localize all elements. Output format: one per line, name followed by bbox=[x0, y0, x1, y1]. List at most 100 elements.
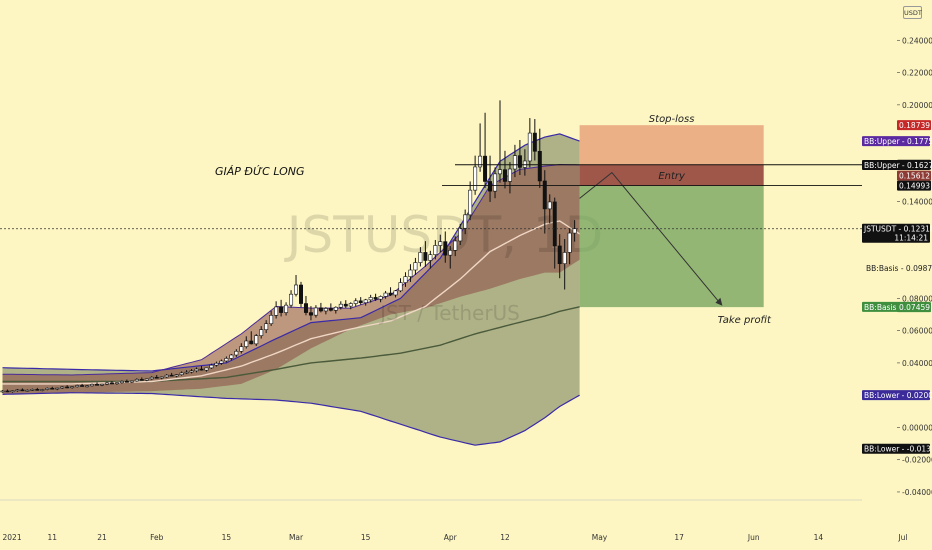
candle-body bbox=[423, 252, 428, 261]
candle-body bbox=[438, 241, 443, 246]
candle-body bbox=[114, 382, 119, 385]
y-tick-label: 0.22000 bbox=[902, 69, 932, 78]
entry-zone bbox=[579, 164, 764, 186]
x-tick-label: Jun bbox=[747, 533, 760, 542]
candle-body bbox=[194, 368, 199, 372]
take-profit-label: Take profit bbox=[718, 315, 772, 326]
basis-value-label: BB:Basis - 0.09875 bbox=[866, 264, 932, 273]
candle bbox=[289, 290, 294, 308]
candle-body bbox=[338, 303, 343, 308]
candle bbox=[60, 386, 65, 390]
candle-body bbox=[547, 201, 552, 210]
candle bbox=[408, 264, 413, 282]
price-tag-countdown: 11:14:21 bbox=[894, 234, 928, 243]
candle bbox=[65, 385, 70, 389]
outer-band-fill bbox=[2, 133, 580, 446]
candle bbox=[90, 383, 95, 387]
candle-body bbox=[204, 367, 209, 371]
candle-body bbox=[458, 227, 463, 242]
candle bbox=[458, 223, 463, 245]
currency-badge[interactable]: USDT bbox=[903, 6, 922, 19]
x-tick-label: 11 bbox=[47, 533, 57, 542]
candle-body bbox=[303, 303, 308, 313]
candle bbox=[80, 383, 85, 387]
candle bbox=[473, 155, 478, 195]
projection-arrowhead bbox=[715, 297, 723, 306]
candle-body bbox=[512, 155, 517, 170]
candle bbox=[45, 387, 50, 391]
candle-body bbox=[164, 374, 169, 378]
candle-body bbox=[448, 250, 453, 256]
candle-body bbox=[119, 380, 124, 384]
candle-body bbox=[199, 368, 204, 371]
candle bbox=[114, 382, 119, 385]
candle bbox=[547, 194, 552, 224]
y-tick-label: -0.04000 bbox=[902, 488, 932, 497]
stop-loss-label: Stop-loss bbox=[649, 114, 695, 125]
price-tag-bg bbox=[862, 223, 930, 243]
candle-body bbox=[154, 376, 159, 379]
candle bbox=[224, 356, 229, 363]
y-tick-label: 0.20000 bbox=[902, 101, 932, 110]
candle-body bbox=[308, 312, 313, 316]
candle bbox=[557, 234, 562, 279]
candle-body bbox=[383, 292, 388, 297]
outer-basis-line bbox=[2, 306, 580, 383]
candle bbox=[338, 301, 343, 310]
inner-band-fill bbox=[2, 164, 580, 395]
candle-body bbox=[209, 364, 214, 369]
candle bbox=[109, 381, 114, 385]
candle-body bbox=[50, 387, 55, 390]
y-tick-label: -0.02000 bbox=[902, 456, 932, 465]
candle bbox=[189, 369, 194, 374]
candle-body bbox=[552, 201, 557, 247]
candle bbox=[144, 378, 149, 382]
candle-body bbox=[378, 296, 383, 300]
candle bbox=[184, 370, 189, 375]
candle bbox=[264, 320, 269, 334]
candle-body bbox=[497, 169, 502, 175]
candle bbox=[562, 239, 567, 290]
candle-body bbox=[90, 384, 95, 387]
price-tag-bg bbox=[897, 120, 931, 131]
candle bbox=[527, 118, 532, 168]
y-tick-label: 0.06000 bbox=[902, 327, 932, 336]
candle-body bbox=[502, 169, 507, 182]
candle bbox=[328, 303, 333, 312]
take-profit-zone bbox=[579, 185, 764, 308]
candle-body bbox=[244, 340, 249, 347]
candle bbox=[100, 383, 105, 387]
candle-body bbox=[70, 386, 75, 389]
candle-body bbox=[488, 181, 493, 192]
candle bbox=[159, 376, 164, 380]
candle bbox=[139, 377, 144, 381]
candle-body bbox=[189, 370, 194, 373]
price-tag-bg bbox=[862, 390, 930, 401]
candle bbox=[214, 361, 219, 367]
candle-body bbox=[249, 340, 254, 345]
price-tag-bg bbox=[897, 170, 931, 181]
candle-body bbox=[124, 380, 129, 383]
candle bbox=[502, 150, 507, 189]
candle-body bbox=[517, 155, 522, 168]
candle-body bbox=[403, 276, 408, 283]
x-tick-label: Feb bbox=[150, 533, 164, 542]
candle bbox=[433, 240, 438, 260]
candle bbox=[572, 220, 577, 242]
candle-body bbox=[95, 384, 100, 386]
x-tick-label: 15 bbox=[222, 533, 232, 542]
candle-body bbox=[353, 300, 358, 304]
candle-body bbox=[289, 293, 294, 306]
candle-body bbox=[259, 329, 264, 336]
candle bbox=[154, 375, 159, 379]
candle-body bbox=[298, 284, 303, 304]
candle-body bbox=[5, 390, 10, 393]
candle-body bbox=[144, 378, 149, 381]
price-tag-label: 0.15612 bbox=[899, 172, 930, 181]
candle-body bbox=[388, 292, 393, 296]
candle bbox=[179, 371, 184, 376]
candle-body bbox=[328, 308, 333, 311]
